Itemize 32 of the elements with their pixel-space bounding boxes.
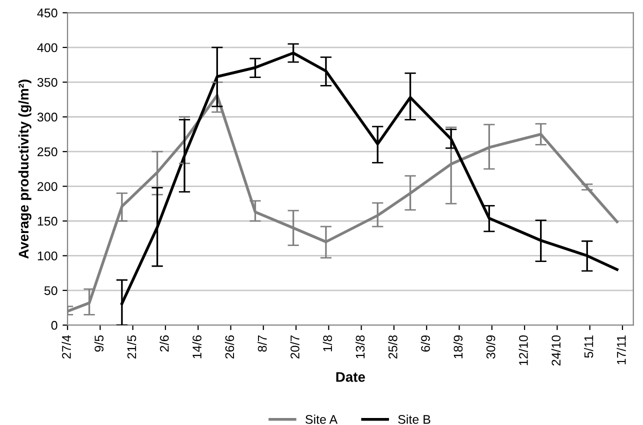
y-tick-label: 300 — [37, 112, 58, 122]
y-tick-label: 400 — [37, 43, 58, 52]
x-tick-label: 26/6 — [224, 335, 234, 359]
y-axis-title: Average productivity (g/m²) — [18, 80, 32, 259]
x-tick-label: 5/11 — [584, 335, 594, 358]
x-tick-label: 14/6 — [192, 335, 202, 358]
x-tick-label: 1/8 — [322, 335, 332, 352]
x-tick-label: 12/10 — [518, 335, 528, 366]
x-tick-label: 21/5 — [126, 335, 136, 359]
x-tick-label: 24/10 — [551, 335, 561, 366]
x-tick-label: 9/5 — [94, 335, 104, 352]
y-tick-label: 0 — [51, 320, 58, 330]
y-tick-label: 100 — [38, 252, 58, 260]
legend-label: Site B — [398, 414, 430, 424]
y-tick-label: 250 — [38, 147, 58, 156]
x-tick-label: 27/4 — [62, 335, 71, 359]
x-axis-title: Date — [336, 372, 366, 382]
x-tick-label: 2/6 — [160, 335, 169, 352]
x-tick-label: 18/9 — [453, 335, 463, 358]
y-tick-label: 150 — [38, 216, 58, 226]
x-tick-label: 25/8 — [388, 335, 398, 359]
y-tick-label: 350 — [37, 78, 58, 87]
y-tick-label: 450 — [37, 8, 58, 18]
legend-label: Site A — [306, 414, 338, 424]
x-tick-label: 6/9 — [420, 335, 430, 352]
y-tick-label: 200 — [38, 182, 58, 191]
x-tick-label: 8/7 — [258, 335, 267, 352]
x-tick-label: 13/8 — [355, 335, 365, 358]
x-tick-label: 30/9 — [486, 335, 496, 359]
x-tick-label: 17/11 — [616, 335, 626, 364]
x-tick-label: 20/7 — [290, 335, 300, 359]
y-tick-label: 50 — [44, 286, 58, 296]
